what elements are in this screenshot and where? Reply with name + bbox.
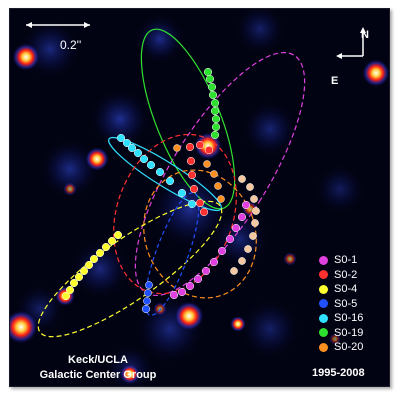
star-field: [10, 9, 389, 386]
s0-5-positions: [141, 281, 153, 314]
s0-19-positions: [203, 67, 221, 140]
scale-bar: [26, 22, 90, 28]
legend-swatch: [319, 342, 328, 352]
legend-label: S0-1: [334, 254, 358, 267]
date-range: 1995-2008: [312, 367, 365, 379]
s0-20-dense-positions: [230, 175, 260, 275]
compass-east-label: E: [331, 75, 339, 87]
legend-item-s0-20: S0-20: [319, 340, 363, 355]
orbit-s0-19: [140, 28, 236, 210]
legend-item-s0-2: S0-2: [319, 268, 363, 283]
compass-north-label: N: [361, 29, 369, 41]
compass: [336, 27, 366, 59]
galactic-center-image: 0.2'' N E S0-1 S0-2 S0-4 S0-5 S0-16 S0-1…: [9, 8, 390, 387]
s0-20-positions: [173, 144, 225, 203]
legend-swatch: [319, 313, 328, 323]
legend-label: S0-5: [334, 297, 358, 310]
legend-label: S0-16: [334, 312, 364, 325]
legend-swatch: [319, 328, 328, 338]
s0-16-positions: [116, 133, 197, 209]
orbit-s0-2: [113, 133, 237, 295]
credit-text: Keck/UCLA Galactic Center Group: [33, 353, 163, 383]
s0-1-positions: [169, 200, 251, 300]
orbit-s0-1: [134, 51, 306, 297]
credit-line-1: Keck/UCLA: [68, 354, 128, 366]
legend-swatch: [319, 255, 328, 265]
legend-item-s0-16: S0-16: [319, 311, 363, 326]
s0-4-positions: [61, 230, 123, 301]
legend: S0-1 S0-2 S0-4 S0-5 S0-16 S0-19 S0-20: [319, 253, 363, 355]
orbit-s0-20: [143, 169, 257, 299]
credit-line-2: Galactic Center Group: [39, 369, 157, 381]
legend-item-s0-5: S0-5: [319, 297, 363, 312]
legend-label: S0-20: [334, 341, 364, 354]
legend-item-s0-1: S0-1: [319, 253, 363, 268]
orbit-s0-5: [144, 192, 200, 316]
legend-label: S0-19: [334, 326, 364, 339]
legend-label: S0-2: [334, 268, 358, 281]
legend-swatch: [319, 299, 328, 309]
legend-swatch: [319, 284, 328, 294]
s0-2-positions: [185, 140, 214, 217]
legend-swatch: [319, 270, 328, 280]
legend-label: S0-4: [334, 283, 358, 296]
legend-item-s0-19: S0-19: [319, 326, 363, 341]
legend-item-s0-4: S0-4: [319, 282, 363, 297]
scale-bar-label: 0.2'': [60, 38, 82, 52]
